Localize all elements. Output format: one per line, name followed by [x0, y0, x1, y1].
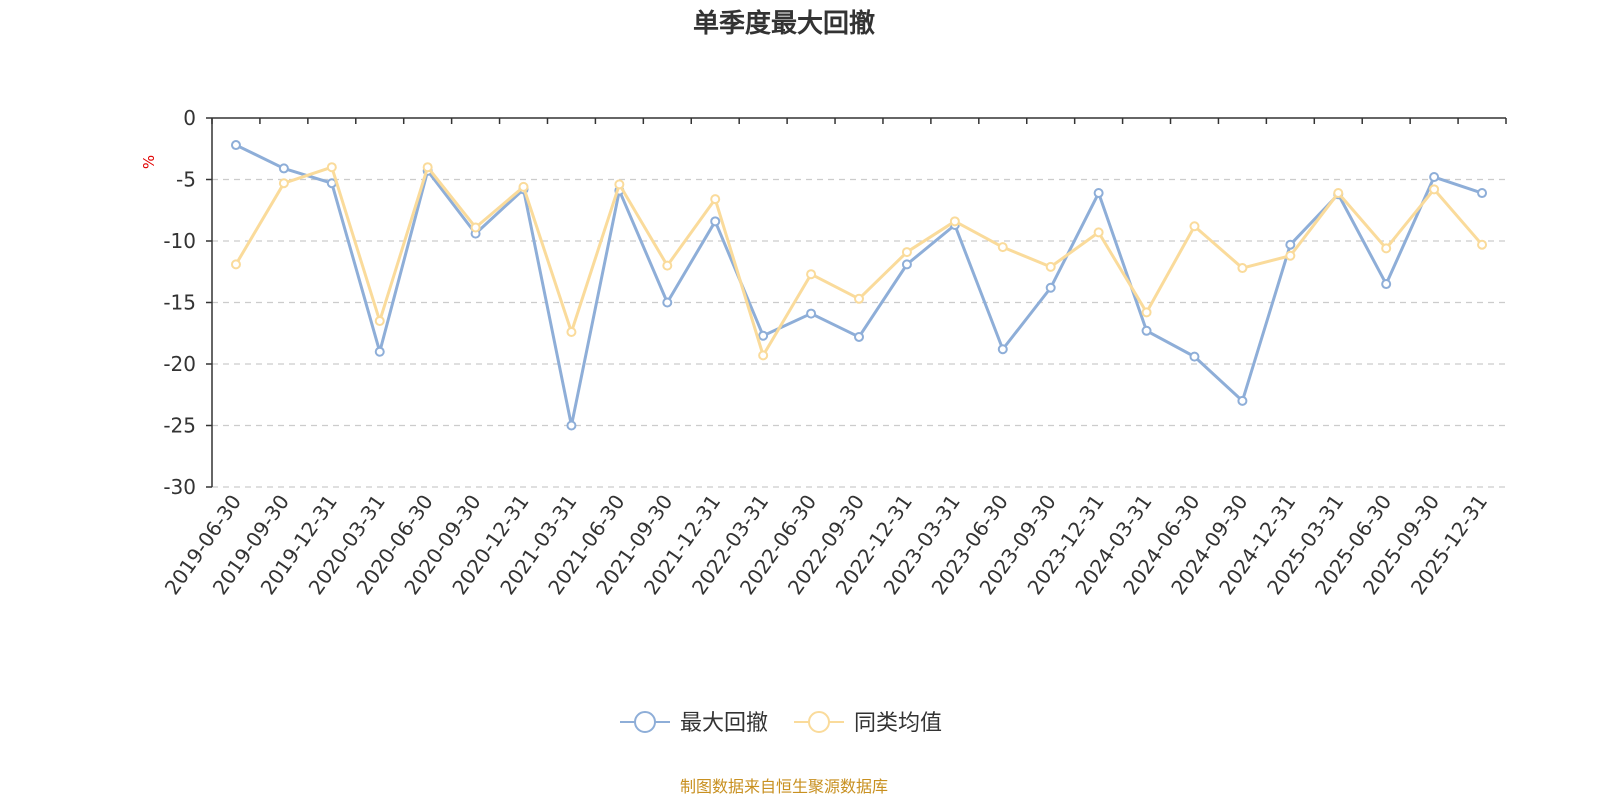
series-line: [234, 165, 1484, 357]
data-point[interactable]: [566, 327, 577, 338]
legend: 最大回撤 同类均值: [620, 711, 942, 736]
y-tick-label: 0: [183, 106, 196, 130]
data-point[interactable]: [758, 330, 769, 341]
data-point[interactable]: [566, 420, 577, 431]
data-point[interactable]: [1429, 172, 1440, 183]
y-tick-label: -30: [163, 475, 196, 499]
data-point[interactable]: [518, 181, 529, 192]
y-tick-label: -25: [163, 414, 196, 438]
chart-title: 单季度最大回撤: [693, 8, 875, 39]
x-tick-labels: 2019-06-302019-09-302019-12-312020-03-31…: [160, 490, 1492, 599]
data-point[interactable]: [949, 216, 960, 227]
data-point[interactable]: [1189, 351, 1200, 362]
legend-item-0[interactable]: 最大回撤: [620, 711, 768, 736]
data-point[interactable]: [614, 179, 625, 190]
data-point[interactable]: [710, 194, 721, 205]
data-point[interactable]: [1285, 250, 1296, 261]
data-point[interactable]: [1381, 243, 1392, 254]
y-tick-labels: 0 -5 -10 -15 -20 -25 -30: [163, 106, 196, 499]
legend-item-1[interactable]: 同类均值: [794, 711, 942, 736]
axes: [206, 117, 1507, 488]
data-point[interactable]: [1237, 395, 1248, 406]
data-point[interactable]: [901, 259, 912, 270]
data-point[interactable]: [422, 162, 433, 173]
data-point[interactable]: [662, 297, 673, 308]
data-source-note: 制图数据来自恒生聚源数据库: [680, 777, 888, 796]
data-point[interactable]: [1093, 227, 1104, 238]
data-point[interactable]: [1141, 307, 1152, 318]
data-point[interactable]: [997, 242, 1008, 253]
data-point[interactable]: [1477, 239, 1488, 250]
data-point[interactable]: [278, 163, 289, 174]
legend-label: 同类均值: [854, 711, 942, 736]
series-0: [230, 140, 1488, 431]
data-point[interactable]: [230, 140, 241, 151]
data-point[interactable]: [374, 346, 385, 357]
data-point[interactable]: [1093, 188, 1104, 199]
y-axis-unit: %: [140, 155, 158, 169]
y-tick-label: -20: [163, 352, 196, 376]
data-point[interactable]: [854, 331, 864, 342]
data-point[interactable]: [854, 293, 864, 304]
data-point[interactable]: [1141, 325, 1152, 336]
data-point[interactable]: [1237, 263, 1248, 274]
data-point[interactable]: [1381, 279, 1392, 290]
data-point[interactable]: [1285, 239, 1296, 250]
y-tick-label: -5: [176, 168, 196, 192]
data-point[interactable]: [806, 308, 817, 319]
legend-marker: [634, 711, 656, 733]
data-point[interactable]: [997, 344, 1008, 355]
data-point[interactable]: [1333, 188, 1344, 199]
legend-label: 最大回撤: [680, 711, 768, 736]
data-point[interactable]: [1477, 188, 1488, 199]
data-point[interactable]: [710, 216, 721, 227]
data-point[interactable]: [278, 178, 289, 189]
data-point[interactable]: [470, 222, 481, 233]
series-layer: [230, 140, 1488, 431]
data-point[interactable]: [374, 315, 385, 326]
data-point[interactable]: [662, 260, 673, 271]
legend-marker: [808, 711, 830, 733]
data-point[interactable]: [1429, 184, 1440, 195]
data-point[interactable]: [1045, 261, 1056, 272]
data-point[interactable]: [1045, 282, 1056, 293]
data-point[interactable]: [758, 350, 769, 361]
y-tick-label: -10: [163, 229, 196, 253]
data-point[interactable]: [1189, 221, 1200, 232]
y-tick-label: -15: [163, 291, 196, 315]
data-point[interactable]: [901, 247, 912, 258]
data-point[interactable]: [230, 259, 241, 270]
series-1: [230, 162, 1488, 361]
data-point[interactable]: [806, 269, 817, 280]
data-point[interactable]: [326, 162, 337, 173]
